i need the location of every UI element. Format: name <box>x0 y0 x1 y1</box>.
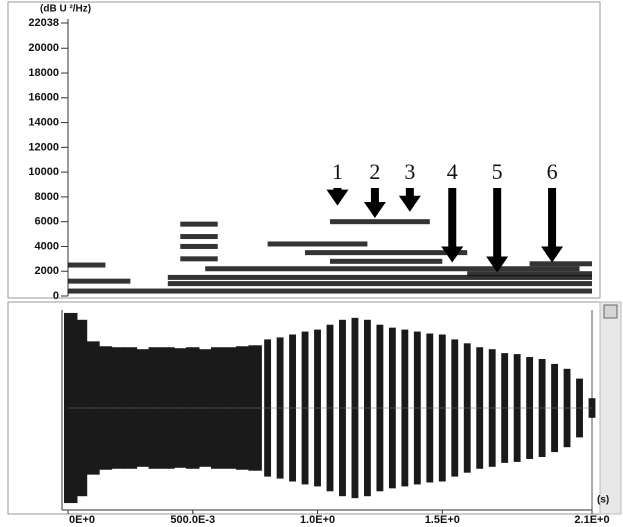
annotation-label: 1 <box>332 159 343 184</box>
harmonic-band <box>305 250 467 255</box>
x-tick-label: 1.5E+0 <box>425 514 460 526</box>
annotation-label: 4 <box>447 159 458 184</box>
spectrogram-panel <box>8 2 600 298</box>
harmonic-band <box>68 279 130 284</box>
harmonic-band <box>180 234 217 239</box>
harmonic-band <box>467 271 592 276</box>
y-tick-label: 18000 <box>28 67 59 79</box>
y-tick-label: 22038 <box>28 17 59 29</box>
harmonic-band <box>530 261 592 266</box>
y-tick-label: 16000 <box>28 92 59 104</box>
y-tick-label: 8000 <box>35 191 59 203</box>
x-tick-label: 1.0E+0 <box>300 514 335 526</box>
y-tick-label: 6000 <box>35 216 59 228</box>
y-tick-label: 20000 <box>28 42 59 54</box>
chart: (dB U ²/Hz) (s) 020004000600080001000012… <box>0 0 623 527</box>
x-axis-label: (s) <box>597 495 609 506</box>
harmonic-band <box>180 222 217 227</box>
harmonic-band <box>330 259 442 264</box>
harmonic-band <box>180 244 217 249</box>
scrollbar <box>600 302 621 514</box>
harmonic-band <box>68 263 105 268</box>
x-tick-label: 500.0E-3 <box>170 514 215 526</box>
harmonic-band <box>180 256 217 261</box>
harmonic-band <box>330 219 430 224</box>
harmonic-band <box>68 289 592 294</box>
y-tick-label: 14000 <box>28 116 59 128</box>
harmonic-band <box>205 266 579 271</box>
y-tick-label: 4000 <box>35 240 59 252</box>
y-tick-label: 0 <box>53 290 59 302</box>
y-tick-label: 12000 <box>28 141 59 153</box>
y-tick-label: 10000 <box>28 166 59 178</box>
annotation-label: 6 <box>547 159 558 184</box>
y-tick-label: 2000 <box>35 265 59 277</box>
harmonic-band <box>168 281 592 286</box>
x-tick-label: 0E+0 <box>69 514 95 526</box>
scroll-button[interactable] <box>604 305 617 318</box>
x-tick-label: 2.1E+0 <box>574 514 609 526</box>
harmonic-band <box>268 241 368 246</box>
annotation-label: 3 <box>404 159 415 184</box>
annotation-label: 5 <box>492 159 503 184</box>
annotation-label: 2 <box>369 159 380 184</box>
y-axis-label: (dB U ²/Hz) <box>40 4 91 15</box>
